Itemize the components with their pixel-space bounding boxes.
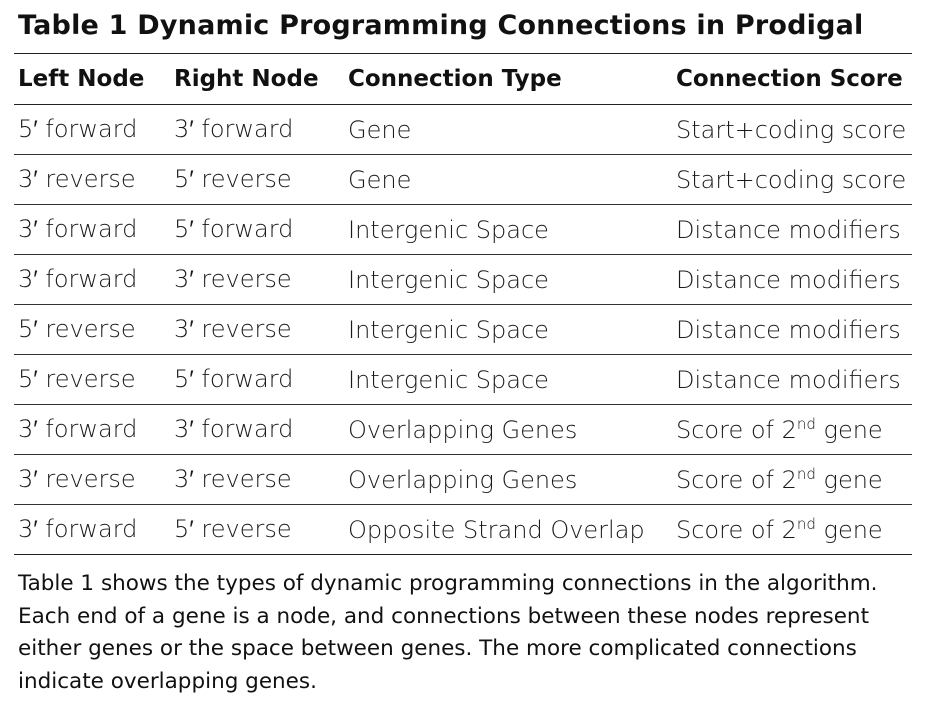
score-text: Distance modifiers: [676, 315, 901, 344]
header-row: Left Node Right Node Connection Type Con…: [14, 54, 912, 105]
cell-left-node: 3′ reverse: [14, 154, 170, 205]
cell-right-node: 5′ reverse: [170, 154, 344, 205]
cell-right-node: 3′ reverse: [170, 454, 344, 505]
score-text: Start+coding score: [676, 165, 907, 194]
cell-left-node: 3′ forward: [14, 254, 170, 305]
score-text: Score of 2: [676, 415, 797, 444]
cell-connection-type: Overlapping Genes: [344, 404, 672, 455]
cell-connection-type: Opposite Strand Overlap: [344, 504, 672, 555]
score-text: Distance modifiers: [676, 365, 901, 394]
cell-connection-score: Distance modifiers: [672, 254, 912, 305]
cell-left-node: 5′ forward: [14, 104, 170, 155]
cell-connection-type: Overlapping Genes: [344, 454, 672, 505]
cell-connection-type: Intergenic Space: [344, 304, 672, 355]
cell-right-node: 3′ forward: [170, 104, 344, 155]
cell-connection-score: Score of 2nd gene: [672, 454, 912, 505]
column-header-right-node: Right Node: [174, 66, 319, 92]
column-header-connection-type: Connection Type: [348, 66, 562, 92]
cell-left-node: 3′ forward: [14, 204, 170, 255]
cell-right-node: 5′ forward: [170, 354, 344, 405]
cell-right-node: 3′ reverse: [170, 304, 344, 355]
table-row: 3′ forward 5′ reverse Opposite Strand Ov…: [14, 504, 912, 555]
table-row: 5′ reverse 3′ reverse Intergenic Space D…: [14, 304, 912, 355]
cell-connection-type: Intergenic Space: [344, 204, 672, 255]
cell-connection-score: Score of 2nd gene: [672, 504, 912, 555]
score-text: Distance modifiers: [676, 215, 901, 244]
column-header-connection-score: Connection Score: [676, 66, 903, 92]
table-row: 3′ reverse 3′ reverse Overlapping Genes …: [14, 454, 912, 505]
table-row: 3′ forward 3′ reverse Intergenic Space D…: [14, 254, 912, 305]
score-superscript: nd: [796, 464, 816, 483]
cell-left-node: 3′ forward: [14, 404, 170, 455]
score-superscript: nd: [796, 514, 816, 533]
cell-connection-score: Start+coding score: [672, 154, 912, 205]
cell-connection-type: Gene: [344, 104, 672, 155]
cell-left-node: 5′ reverse: [14, 354, 170, 405]
connections-table: Left Node Right Node Connection Type Con…: [14, 54, 912, 555]
cell-connection-type: Intergenic Space: [344, 354, 672, 405]
cell-left-node: 3′ reverse: [14, 454, 170, 505]
score-text: Score of 2: [676, 515, 797, 544]
cell-right-node: 5′ reverse: [170, 504, 344, 555]
score-text: Start+coding score: [676, 115, 907, 144]
table-title: Table 1 Dynamic Programming Connections …: [18, 10, 864, 41]
cell-connection-type: Intergenic Space: [344, 254, 672, 305]
table-row: 5′ reverse 5′ forward Intergenic Space D…: [14, 354, 912, 405]
score-tail: gene: [815, 415, 883, 444]
score-tail: gene: [815, 515, 883, 544]
table-body: 5′ forward 3′ forward Gene Start+coding …: [14, 104, 912, 555]
cell-connection-score: Distance modifiers: [672, 354, 912, 405]
top-rule: [14, 53, 912, 54]
cell-connection-type: Gene: [344, 154, 672, 205]
cell-right-node: 3′ reverse: [170, 254, 344, 305]
cell-left-node: 3′ forward: [14, 504, 170, 555]
table-row: 3′ reverse 5′ reverse Gene Start+coding …: [14, 154, 912, 205]
table-row: 3′ forward 3′ forward Overlapping Genes …: [14, 404, 912, 455]
cell-connection-score: Distance modifiers: [672, 304, 912, 355]
cell-right-node: 3′ forward: [170, 404, 344, 455]
cell-right-node: 5′ forward: [170, 204, 344, 255]
cell-left-node: 5′ reverse: [14, 304, 170, 355]
table-row: 3′ forward 5′ forward Intergenic Space D…: [14, 204, 912, 255]
cell-connection-score: Start+coding score: [672, 104, 912, 155]
table-row: 5′ forward 3′ forward Gene Start+coding …: [14, 104, 912, 155]
table-caption: Table 1 shows the types of dynamic progr…: [18, 571, 878, 694]
cell-connection-score: Distance modifiers: [672, 204, 912, 255]
score-text: Distance modifiers: [676, 265, 901, 294]
cell-connection-score: Score of 2nd gene: [672, 404, 912, 455]
score-text: Score of 2: [676, 465, 797, 494]
score-superscript: nd: [796, 414, 816, 433]
score-tail: gene: [815, 465, 883, 494]
column-header-left-node: Left Node: [18, 66, 145, 92]
